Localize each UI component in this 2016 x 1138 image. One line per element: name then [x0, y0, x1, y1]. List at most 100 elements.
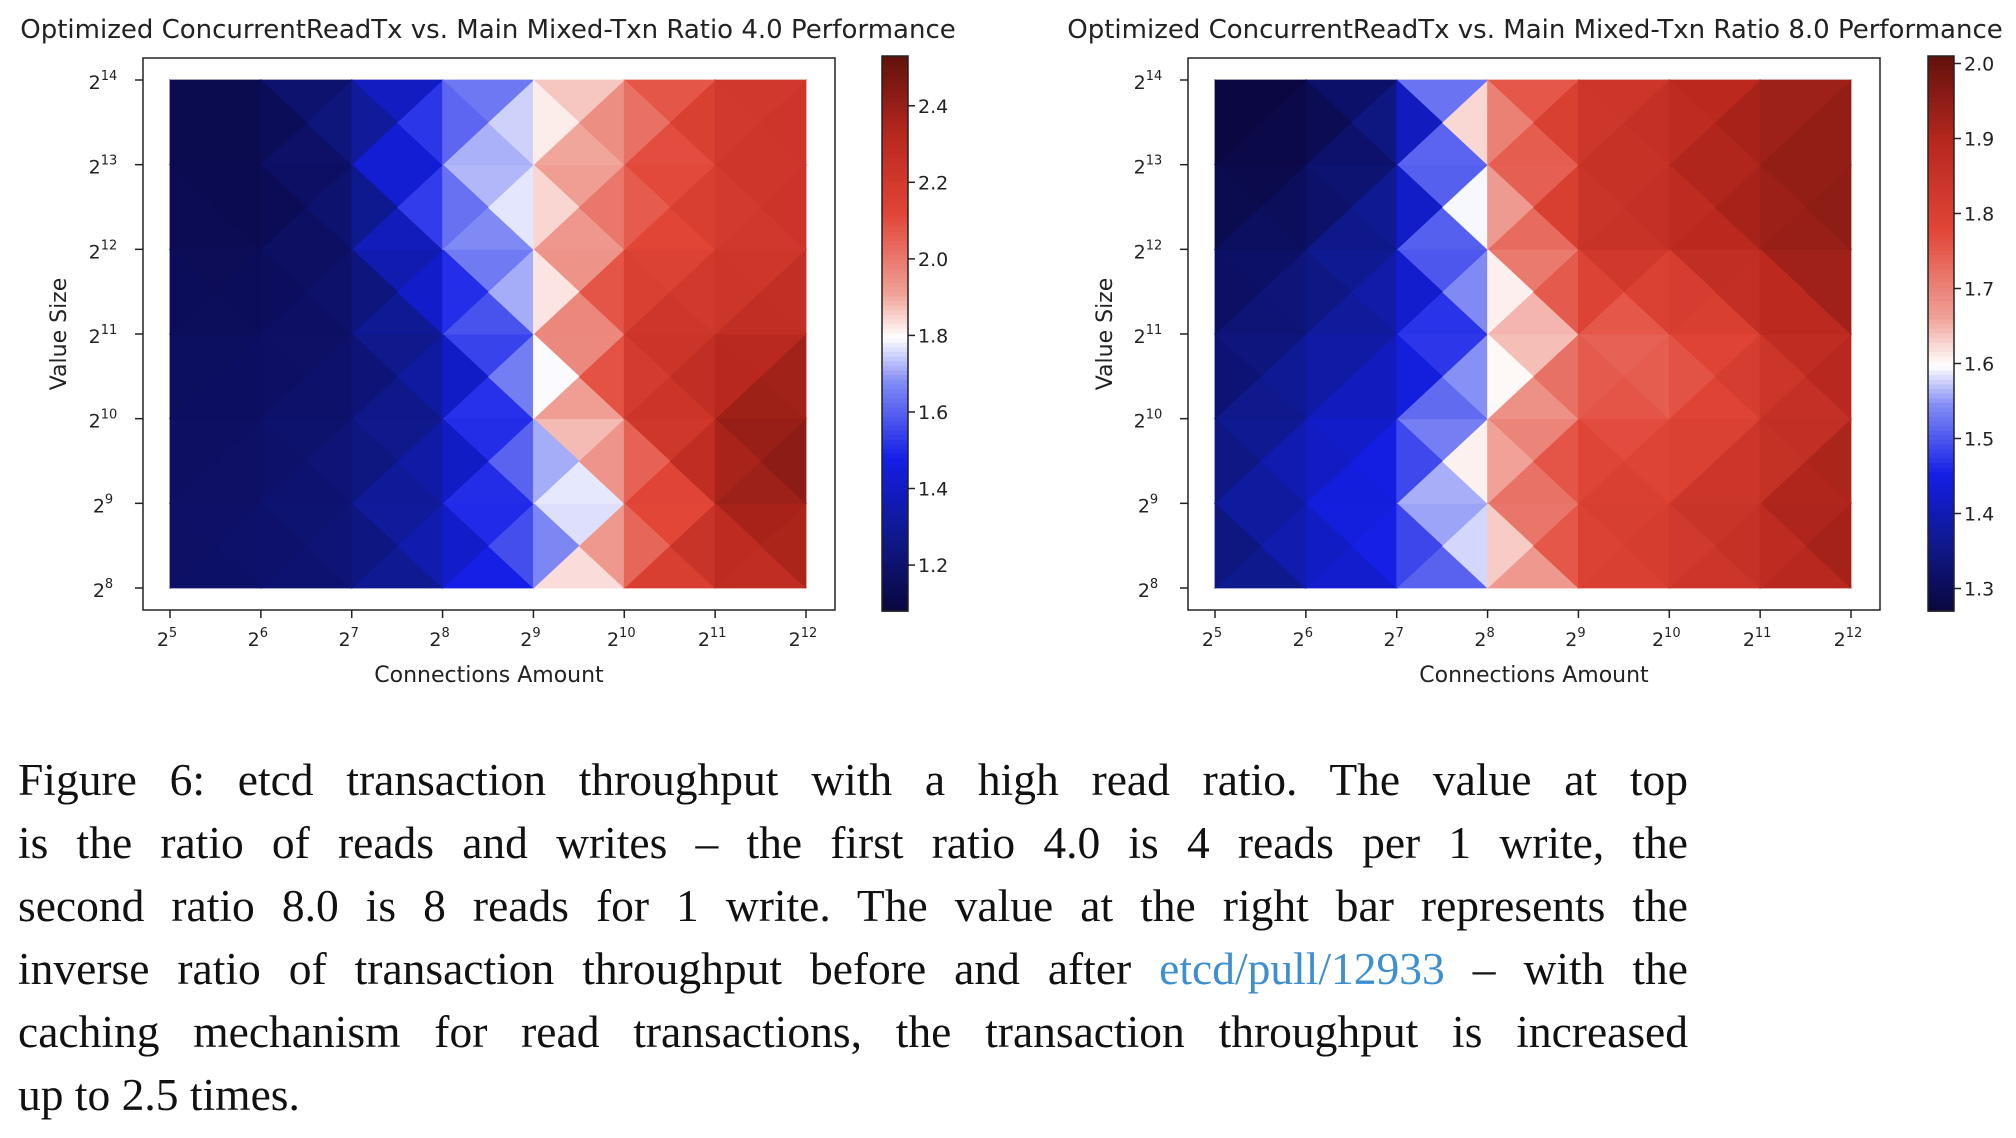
heatmap-cell [1487, 502, 1534, 589]
heatmap-cell [533, 79, 580, 166]
colorbar-segment [1928, 453, 1954, 460]
colorbar-segment [1928, 500, 1954, 506]
colorbar-segment [1928, 97, 1954, 104]
colorbar-frame [881, 55, 909, 612]
x-axis-label: Connections Amount [374, 663, 604, 688]
colorbar-tick-label: 1.6 [1964, 354, 1994, 376]
x-tick-base: 2 [1565, 629, 1577, 651]
colorbar-segment [882, 532, 908, 538]
heatmap-cell [1759, 79, 1807, 166]
colorbar-segment [1928, 486, 1954, 492]
colorbar-tick-label: 1.4 [1964, 504, 1994, 526]
caption-line-with-link: inverse ratio of transaction throughput … [18, 937, 1688, 1000]
colorbar-tick-label: 2.2 [918, 172, 948, 194]
x-tick-exponent: 12 [801, 626, 818, 641]
heatmap-cell [1305, 417, 1352, 505]
colorbar-segment [882, 143, 908, 150]
colorbar-segment [882, 102, 908, 108]
colorbar-segment [1928, 481, 1954, 487]
heatmap-cell [533, 333, 580, 420]
colorbar-segment [882, 412, 908, 418]
colorbar-segment [1928, 287, 1954, 293]
colorbar-segment [882, 574, 908, 580]
y-tick-label: 211 [1134, 323, 1163, 348]
heatmap-cell [1578, 502, 1625, 589]
colorbar-segment [882, 361, 908, 367]
colorbar-segment [1928, 518, 1954, 524]
colorbar-segment [1928, 139, 1954, 145]
y-tick-label: 29 [93, 492, 113, 517]
heatmap-cell [442, 79, 489, 166]
colorbar-tick-label: 1.2 [918, 555, 948, 577]
x-tick-exponent: 5 [1214, 626, 1222, 641]
heatmap-cell [1305, 79, 1352, 166]
colorbar-segment [1928, 259, 1954, 265]
colorbar-segment [882, 60, 908, 67]
colorbar-segment [1928, 162, 1954, 168]
x-tick-base: 2 [157, 629, 169, 651]
y-tick-base: 2 [1134, 72, 1146, 94]
heatmap-cell [714, 502, 762, 589]
colorbar-segment [882, 139, 908, 145]
colorbar-segment [882, 217, 908, 224]
heatmap-cell [1214, 333, 1262, 420]
colorbar-segment [1928, 393, 1954, 400]
heatmap-cell [1487, 248, 1534, 335]
colorbar-segment [1928, 463, 1954, 469]
colorbar-segment [882, 236, 908, 242]
heatmap-cell [714, 248, 762, 335]
heatmap-cell [1487, 333, 1534, 420]
colorbar-segment [882, 379, 908, 386]
chart-title: Optimized ConcurrentReadTx vs. Main Mixe… [20, 15, 955, 45]
x-tick-exponent: 11 [1755, 626, 1772, 641]
heatmap-cell [169, 333, 217, 420]
x-tick-exponent: 9 [532, 626, 540, 641]
colorbar-segment [1928, 273, 1954, 279]
colorbar-segment [882, 222, 908, 228]
x-tick-base: 2 [1384, 629, 1396, 651]
colorbar-segment [1928, 176, 1954, 182]
heatmap-cell [1305, 163, 1352, 251]
heatmap-cell [714, 333, 762, 420]
colorbar-segment [1928, 435, 1954, 441]
colorbar-segment [1928, 375, 1954, 381]
colorbar-segment [1928, 550, 1954, 557]
colorbar-segment [882, 601, 908, 608]
caption-line: Figure 6: etcd transaction throughput wi… [18, 754, 1688, 805]
heatmap-cell [442, 417, 489, 505]
colorbar-tick-label: 1.4 [918, 479, 948, 501]
heatmap-cell [1759, 248, 1807, 335]
pull-request-link[interactable]: etcd/pull/12933 [1159, 943, 1445, 994]
colorbar-segment [882, 384, 908, 390]
colorbar-segment [882, 167, 908, 173]
x-tick-exponent: 10 [1664, 626, 1681, 641]
colorbar-segment [882, 606, 908, 612]
colorbar-segment [1928, 227, 1954, 233]
heatmap-cell [623, 79, 671, 166]
heatmap-cell [1578, 163, 1625, 251]
colorbar-segment [882, 153, 908, 159]
x-tick-base: 2 [1652, 629, 1664, 651]
heatmap-cell [351, 417, 398, 505]
heatmap-cell [623, 333, 671, 420]
x-axis-label: Connections Amount [1419, 663, 1649, 688]
x-tick-exponent: 8 [441, 626, 449, 641]
colorbar-segment [882, 296, 908, 302]
colorbar-segment [882, 338, 908, 344]
colorbar-segment [1928, 416, 1954, 423]
colorbar-segment [1928, 65, 1954, 71]
colorbar-segment [1928, 171, 1954, 178]
colorbar-segment [1928, 495, 1954, 501]
colorbar-segment [882, 402, 908, 409]
heatmap-cell [1759, 333, 1807, 420]
heatmap-cell [1305, 248, 1352, 335]
colorbar-segment [1928, 254, 1954, 261]
colorbar-segment [882, 347, 908, 353]
x-tick-base: 2 [1474, 629, 1486, 651]
y-tick-base: 2 [1134, 157, 1146, 179]
colorbar-segment [882, 287, 908, 293]
colorbar-segment [882, 231, 908, 238]
colorbar-segment [1928, 546, 1954, 552]
colorbar-segment [882, 116, 908, 122]
colorbar-segment [882, 375, 908, 381]
